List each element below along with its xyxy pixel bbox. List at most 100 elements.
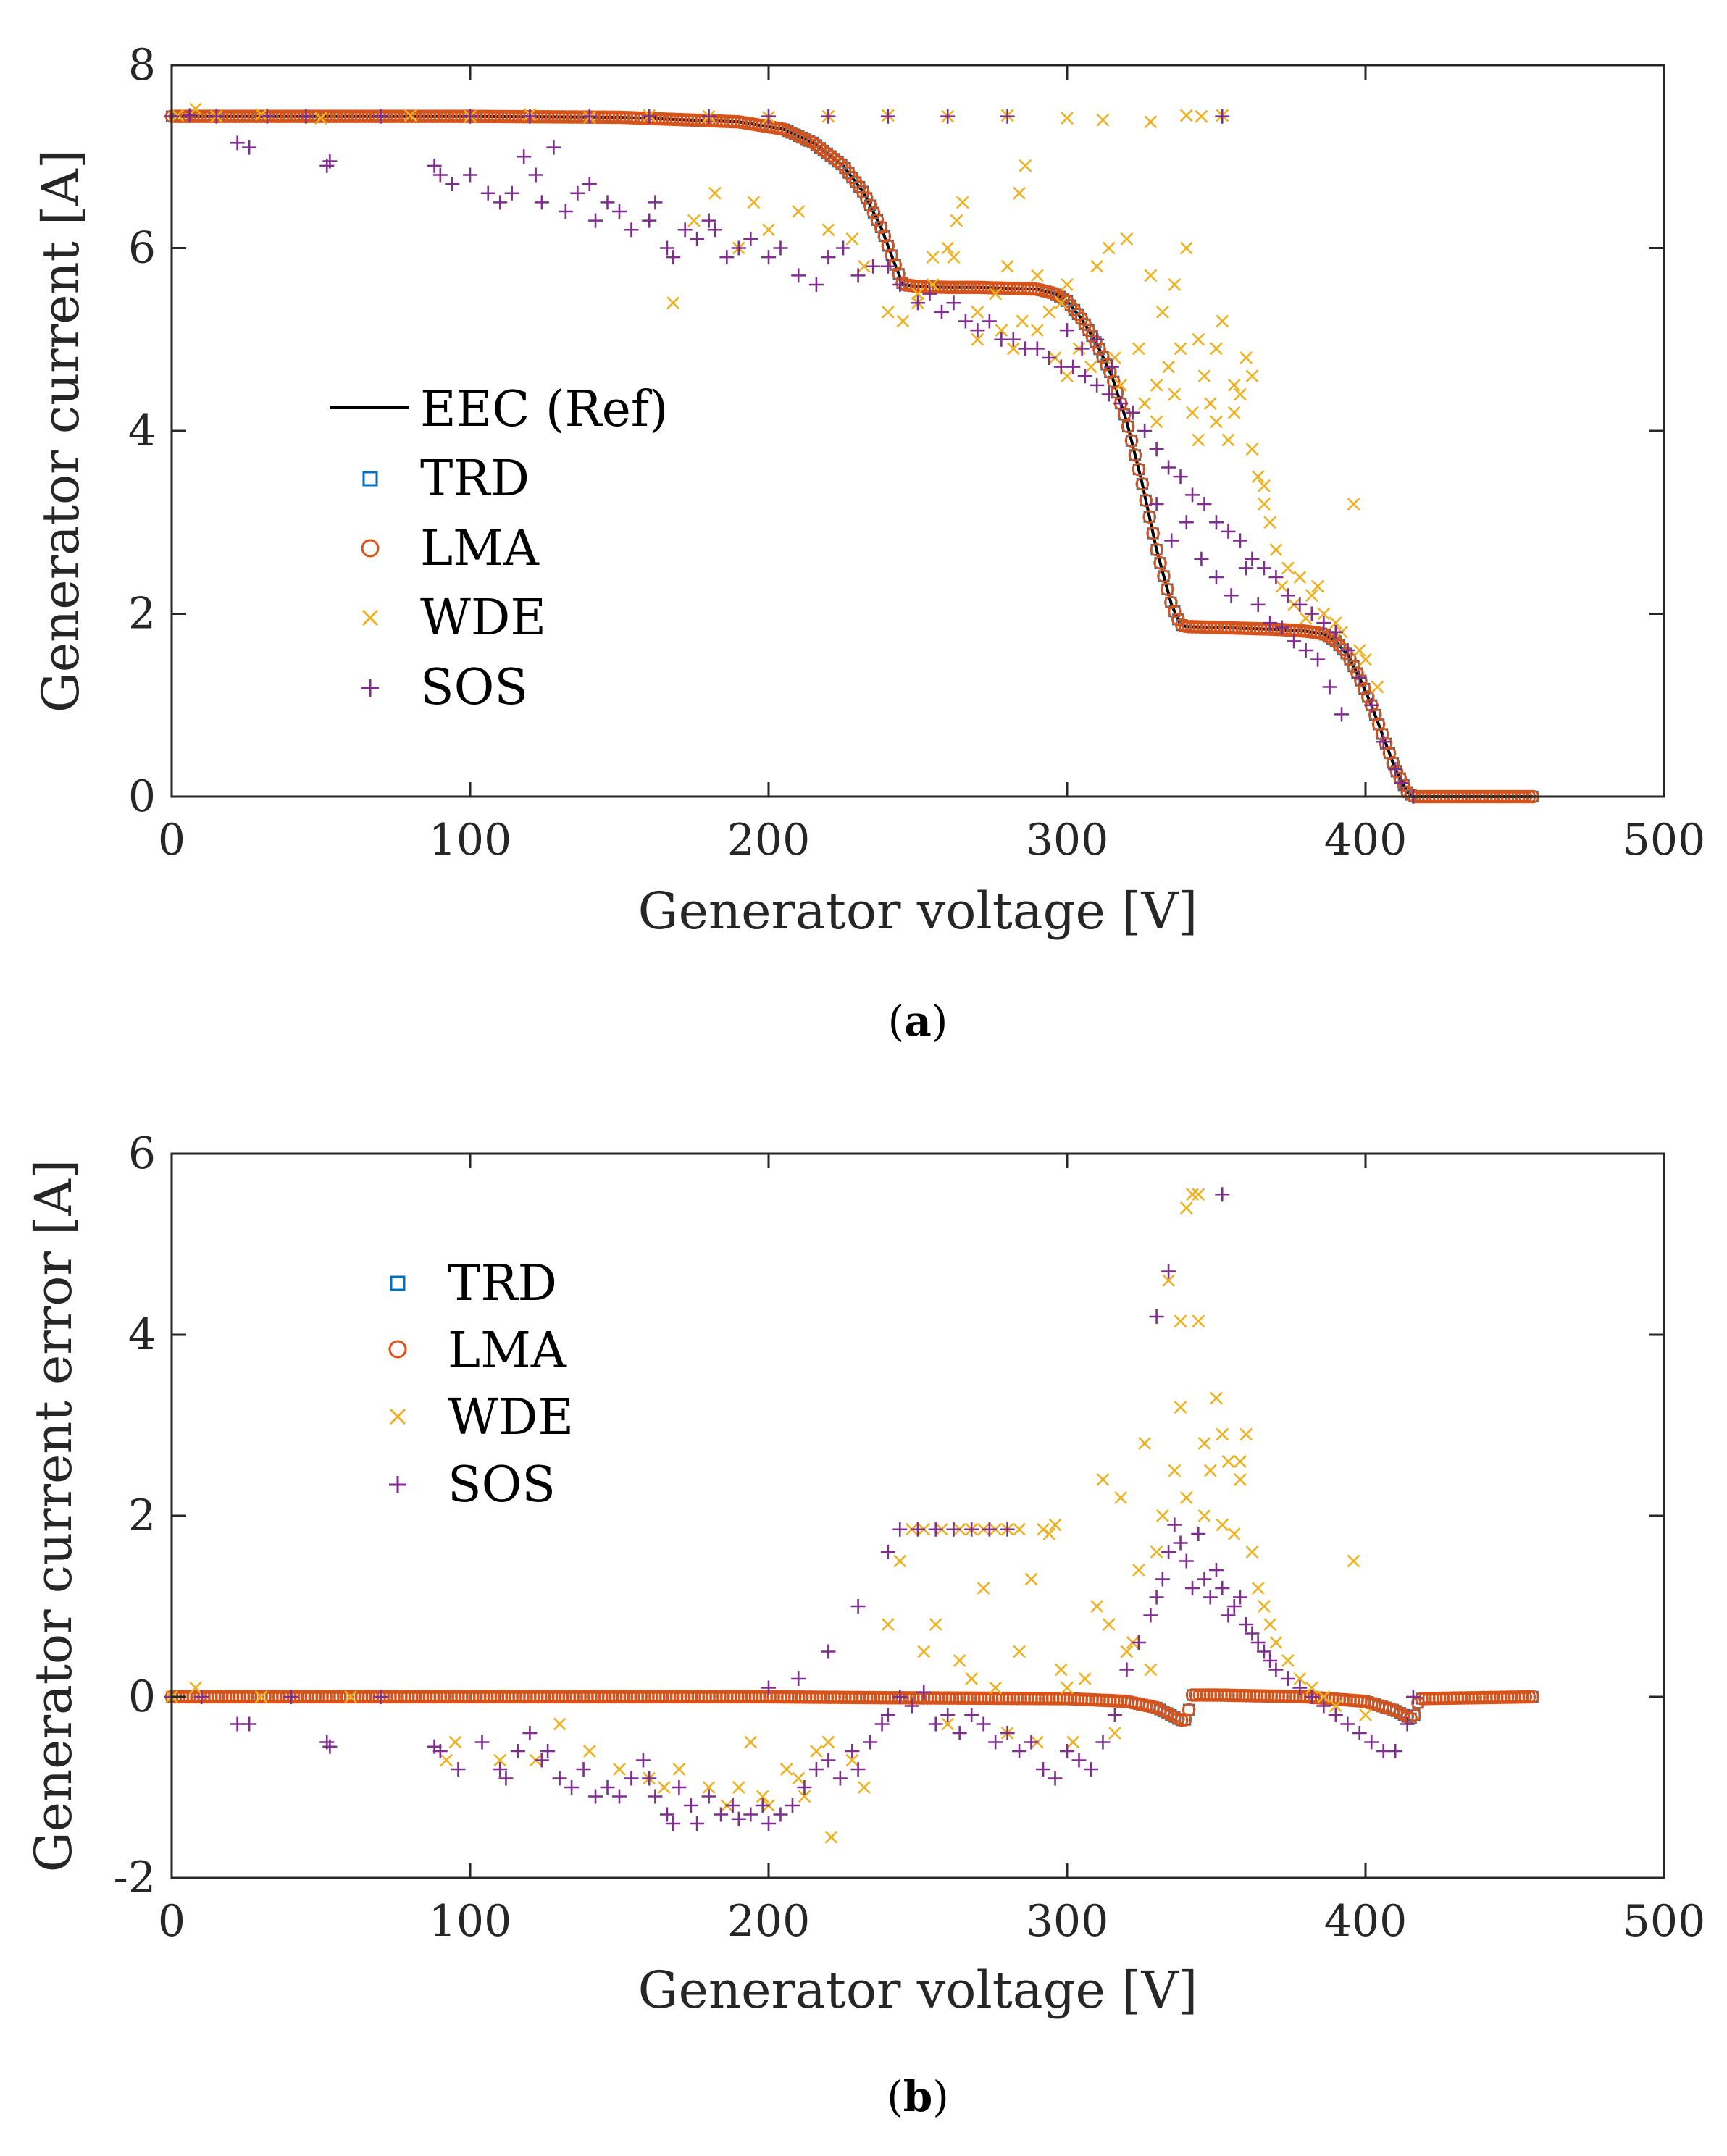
chart-b-wde-point bbox=[1138, 1437, 1152, 1450]
chart-a-sos-point bbox=[463, 109, 477, 124]
chart-b-wde-point bbox=[613, 1763, 626, 1776]
chart-a-wde-point bbox=[1150, 378, 1163, 392]
chart-a-legend-lma-label: LMA bbox=[420, 520, 540, 577]
chart-a-lma-point bbox=[1358, 681, 1371, 696]
chart-a-sos-point bbox=[1149, 442, 1164, 457]
chart-a-sos-point bbox=[522, 109, 538, 124]
chart-b-x-tick-label: 300 bbox=[1026, 1896, 1109, 1947]
chart-a-sos-point bbox=[1245, 551, 1260, 566]
chart-a-sos-point bbox=[946, 295, 961, 311]
chart-b-wde-point bbox=[881, 1618, 895, 1631]
chart-a-wde-point bbox=[1042, 305, 1056, 319]
chart-a-sos-point bbox=[558, 204, 573, 219]
chart-b-sos-point bbox=[874, 1716, 890, 1732]
chart-a-caption-letter: a bbox=[904, 997, 932, 1046]
chart-a-wde-point bbox=[1174, 342, 1187, 356]
chart-b-sos-point bbox=[821, 1753, 836, 1768]
chart-b-wde-point bbox=[1234, 1473, 1247, 1486]
chart-b-wde-point bbox=[1090, 1600, 1104, 1613]
chart-a-wde-point bbox=[845, 232, 859, 246]
chart-a-wde-point bbox=[896, 314, 910, 328]
chart-b-y-axis-label: Generator current error [A] bbox=[24, 1159, 83, 1873]
chart-b-sos-point bbox=[1226, 1599, 1242, 1614]
chart-b-sos-point bbox=[474, 1735, 490, 1750]
chart-a-sos-point bbox=[659, 240, 674, 256]
chart-b-lma-point bbox=[1182, 1703, 1196, 1717]
chart-a-sos-point bbox=[463, 167, 477, 183]
chart-a-sos-point bbox=[791, 268, 806, 283]
chart-a-wde-point bbox=[1281, 561, 1295, 575]
chart-a-sos-point bbox=[880, 109, 895, 124]
chart-a-lma-point bbox=[866, 206, 881, 219]
chart-a-wde-point bbox=[1258, 498, 1271, 511]
chart-a-wde-point bbox=[1186, 406, 1199, 419]
chart-b-sos-point bbox=[928, 1522, 943, 1537]
chart-a-wde-point bbox=[1239, 351, 1253, 364]
chart-b-sos-point bbox=[1083, 1762, 1098, 1777]
chart-b-wde-point bbox=[1013, 1522, 1026, 1536]
chart-a-sos-point bbox=[517, 149, 532, 164]
chart-a-sos-point bbox=[528, 167, 543, 183]
chart-a-wde-point bbox=[1061, 278, 1074, 291]
chart-a-y-tick-label: 0 bbox=[128, 771, 156, 822]
chart-a-wde-point bbox=[1251, 470, 1265, 484]
chart-a-wde-point bbox=[189, 102, 202, 116]
chart-a-y-tick-label: 2 bbox=[128, 589, 156, 639]
chart-a-series-wde bbox=[171, 102, 1384, 694]
chart-b-sos-point bbox=[1292, 1680, 1308, 1695]
chart-b-y-tick-label: 4 bbox=[128, 1309, 156, 1360]
chart-a-sos-point bbox=[677, 222, 693, 238]
chart-a-wde-point bbox=[1371, 680, 1384, 694]
chart-b-sos-point bbox=[588, 1789, 603, 1804]
chart-b-wde-point bbox=[1155, 1509, 1169, 1522]
chart-a-wde-point bbox=[254, 108, 268, 122]
chart-b-sos-point bbox=[1149, 1590, 1164, 1605]
chart-a-wde-point bbox=[881, 305, 895, 319]
chart-a-lma-point bbox=[1347, 659, 1360, 674]
chart-a-sos-point bbox=[1185, 487, 1200, 503]
chart-b-wde-point bbox=[582, 1745, 596, 1758]
chart-a-wde-point bbox=[403, 109, 417, 122]
chart-b-legend-lma-label: LMA bbox=[448, 1322, 567, 1380]
chart-a-sos-point bbox=[850, 268, 866, 283]
chart-a-sos-point bbox=[707, 222, 722, 238]
chart-b-wde-point bbox=[1269, 1636, 1283, 1649]
chart-a-wde-point bbox=[821, 223, 835, 237]
chart-b-wde-point bbox=[1061, 1681, 1074, 1695]
chart-a-sos-point bbox=[666, 250, 681, 265]
chart-b-wde-point bbox=[1251, 1582, 1265, 1595]
chart-a-wde-point bbox=[1102, 241, 1116, 255]
chart-a-lma-point bbox=[1332, 638, 1347, 653]
chart-b-wde-point bbox=[1096, 1473, 1110, 1486]
chart-b-sos-point bbox=[976, 1716, 991, 1732]
chart-a-wde-point bbox=[1090, 259, 1104, 273]
chart-b-sos-point bbox=[612, 1789, 627, 1804]
chart-a-legend-eec-label: EEC (Ref) bbox=[420, 381, 669, 438]
chart-b-wde-point bbox=[1024, 1572, 1038, 1586]
chart-a-wde-point bbox=[1203, 397, 1217, 411]
chart-b-x-tick-label: 500 bbox=[1623, 1896, 1706, 1947]
chart-b-sos-point bbox=[892, 1522, 908, 1537]
chart-a-wde-point bbox=[1197, 369, 1211, 383]
chart-a-lma-point bbox=[1146, 527, 1160, 540]
chart-a-sos-point bbox=[1029, 341, 1045, 356]
chart-a-lma-point bbox=[1397, 778, 1411, 792]
chart-a-lma-point bbox=[1153, 556, 1167, 570]
chart-b-sos-point bbox=[194, 1690, 209, 1704]
chart-b-sos-point bbox=[1328, 1708, 1343, 1722]
chart-b-wde-point bbox=[1329, 1699, 1342, 1713]
chart-b-lma-point bbox=[1518, 1690, 1533, 1704]
chart-a-sos-point bbox=[1280, 588, 1295, 603]
chart-a-sos-point bbox=[701, 213, 716, 228]
chart-a-wde-point bbox=[926, 251, 940, 264]
chart-a-lma-point bbox=[1092, 342, 1106, 356]
chart-b-wde-point bbox=[344, 1690, 358, 1703]
chart-a-wde-point bbox=[1221, 433, 1235, 447]
chart-a-wde-point bbox=[971, 332, 984, 346]
chart-a-sos-point bbox=[648, 195, 663, 210]
chart-b-sos-point bbox=[940, 1708, 956, 1722]
chart-b-sos-point bbox=[1161, 1264, 1176, 1279]
chart-a-lma-point bbox=[1089, 335, 1103, 349]
chart-a-wde-point bbox=[1192, 433, 1205, 447]
chart-a-sos-point bbox=[761, 109, 776, 124]
